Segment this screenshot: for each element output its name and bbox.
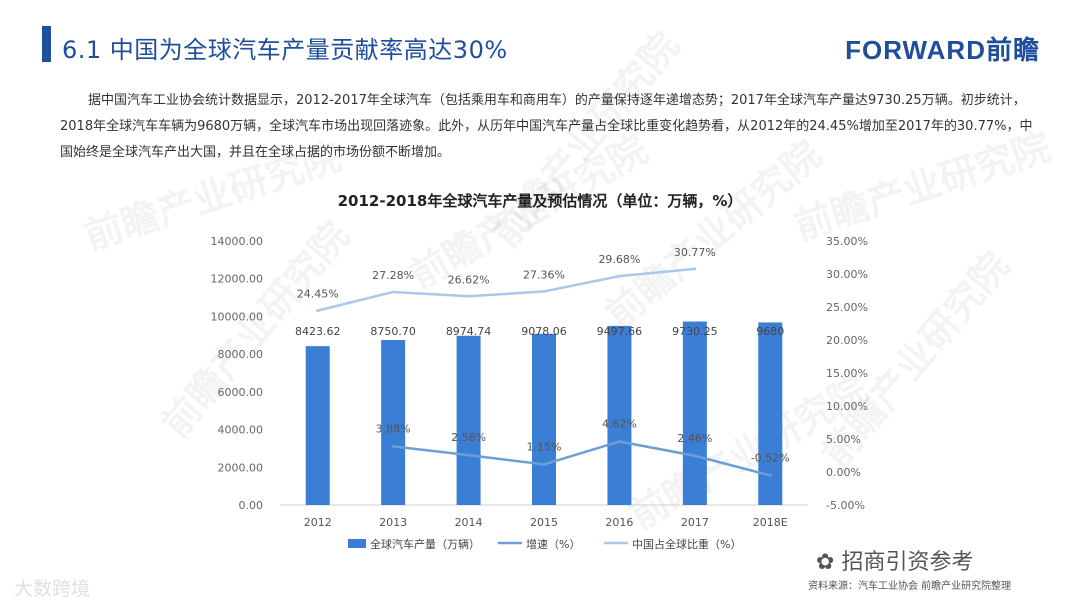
growth-point: [542, 462, 546, 466]
y-left-tick-label: 0.00: [239, 499, 264, 512]
share-data-label: 29.68%: [598, 253, 640, 266]
y-left-tick-label: 12000.00: [211, 273, 264, 286]
x-tick-label: 2014: [455, 516, 483, 529]
y-left-tick-label: 10000.00: [211, 310, 264, 323]
growth-data-label: 2.56%: [451, 431, 486, 444]
y-right-tick-label: 0.00%: [826, 466, 861, 479]
growth-data-label: -0.52%: [751, 451, 790, 464]
share-point: [542, 289, 546, 293]
bar-data-label: 9078.06: [521, 325, 567, 338]
growth-point: [617, 440, 621, 444]
share-point: [391, 290, 395, 294]
y-left-tick-label: 8000.00: [218, 348, 264, 361]
legend-label-share: 中国占全球比重（%）: [632, 537, 741, 551]
growth-data-label: 3.88%: [376, 422, 411, 435]
x-tick-label: 2017: [681, 516, 709, 529]
share-point: [617, 274, 621, 278]
bar-2017: [682, 321, 707, 505]
y-right-tick-label: 20.00%: [826, 334, 868, 347]
growth-data-label: 1.15%: [527, 440, 562, 453]
chart-title: 2012-2018年全球汽车产量及预估情况（单位：万辆，%）: [337, 192, 743, 210]
growth-point: [693, 454, 697, 458]
y-left-tick-label: 6000.00: [218, 386, 264, 399]
y-left-tick-label: 2000.00: [218, 461, 264, 474]
share-data-label: 30.77%: [674, 246, 716, 259]
bar-data-label: 8750.70: [370, 325, 416, 338]
page-title: 6.1 中国为全球汽车产量贡献率高达30%: [62, 36, 508, 64]
share-point: [693, 267, 697, 271]
growth-point: [467, 453, 471, 457]
growth-point: [768, 473, 772, 477]
legend-label-growth: 增速（%）: [526, 537, 580, 551]
share-data-label: 26.62%: [448, 273, 490, 286]
wechat-account: 招商引资参考: [841, 550, 974, 575]
brand-logo: FORWARD前瞻: [845, 35, 1040, 65]
share-data-label: 24.45%: [297, 288, 339, 301]
share-point: [467, 294, 471, 298]
wechat-icon: ✿: [816, 550, 842, 575]
growth-point: [391, 444, 395, 448]
y-left-tick-label: 14000.00: [211, 235, 264, 248]
bottom-watermark: 大数跨境: [14, 578, 91, 600]
bar-2015: [532, 333, 556, 505]
y-right-tick-label: 15.00%: [826, 367, 868, 380]
x-tick-label: 2016: [605, 516, 633, 529]
watermark-text: 前瞻产业研究院: [483, 24, 688, 256]
bar-data-label: 9730.25: [672, 325, 718, 338]
share-data-label: 27.28%: [372, 269, 414, 282]
share-point: [316, 309, 320, 313]
share-line: [317, 267, 695, 312]
legend-swatch-bar: [348, 539, 366, 548]
bar-data-label: 8974.74: [446, 325, 492, 338]
y-left-tick-label: 4000.00: [218, 424, 264, 437]
x-tick-label: 2018E: [753, 516, 788, 529]
share-data-label: 27.36%: [523, 268, 565, 281]
y-right-tick-label: 5.00%: [826, 433, 861, 446]
bar-data-label: 9680: [756, 325, 784, 338]
y-right-tick-label: -5.00%: [826, 499, 865, 512]
bar-data-label: 9497.66: [597, 325, 643, 338]
wechat-label: ✿ 招商引资参考: [816, 544, 973, 576]
growth-data-label: 2.46%: [677, 432, 712, 445]
x-tick-label: 2012: [304, 516, 332, 529]
source-note: 资料来源：汽车工业协会 前瞻产业研究院整理: [808, 581, 1012, 592]
x-tick-label: 2015: [530, 516, 558, 529]
bar-2016: [607, 325, 632, 505]
growth-line: [392, 440, 771, 477]
x-tick-label: 2013: [379, 516, 407, 529]
y-right-tick-label: 30.00%: [826, 268, 868, 281]
y-right-tick-label: 10.00%: [826, 400, 868, 413]
growth-data-label: 4.62%: [602, 418, 637, 431]
y-right-tick-label: 25.00%: [826, 301, 868, 314]
y-right-tick-label: 35.00%: [826, 235, 868, 248]
title-accent-bar: [42, 26, 51, 62]
bar-2018E: [758, 322, 783, 505]
bar-data-label: 8423.62: [295, 325, 341, 338]
bar-2014: [456, 335, 481, 505]
intro-paragraph: 据中国汽车工业协会统计数据显示，2012-2017年全球汽车（包括乘用车和商用车…: [60, 93, 1033, 160]
watermark-text: 前瞻产业研究院: [789, 125, 1056, 249]
legend-label-bar: 全球汽车产量（万辆）: [370, 537, 480, 551]
bar-2012: [305, 346, 330, 505]
bar-2013: [381, 339, 406, 505]
